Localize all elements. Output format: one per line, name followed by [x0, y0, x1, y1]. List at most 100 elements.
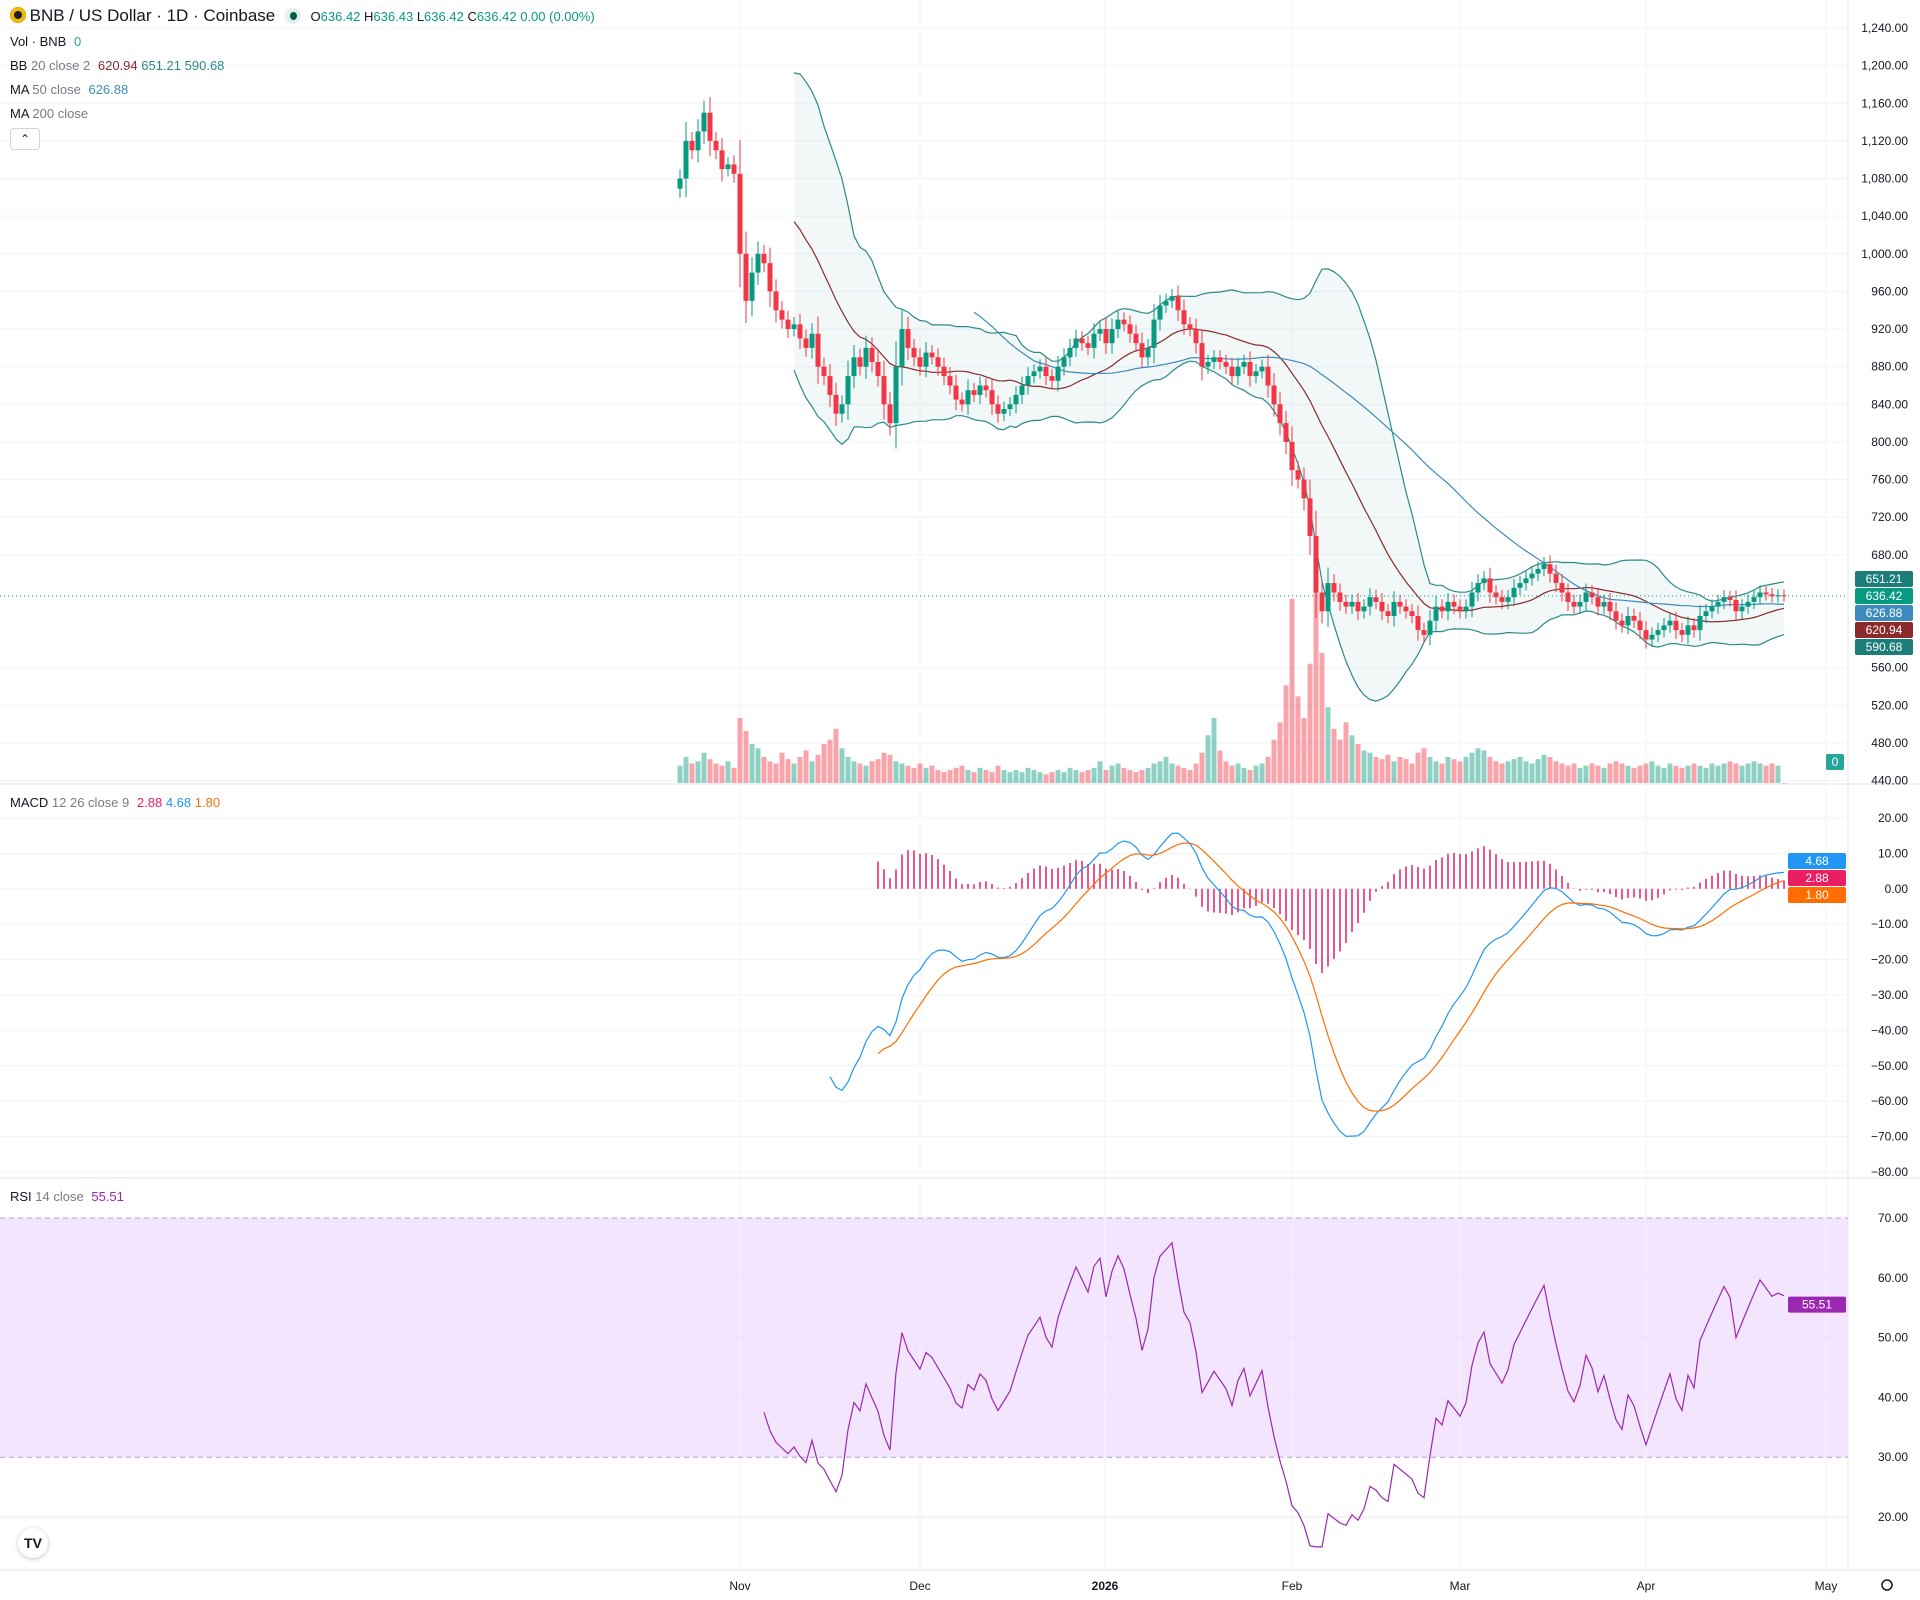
volume-bar [1367, 752, 1373, 783]
price-tick-label: 1,040.00 [1861, 209, 1908, 223]
close-value: 636.42 [476, 9, 517, 24]
volume-bar [1343, 722, 1349, 783]
candle-body [1223, 361, 1229, 367]
bb-lower-price-label-bg [1855, 639, 1913, 655]
volume-bar [1511, 759, 1517, 783]
collapse-legend-button[interactable]: ⌃ [10, 128, 40, 150]
candle-body [1193, 329, 1199, 344]
volume-bar [1709, 763, 1715, 783]
candle-body [1229, 366, 1235, 377]
candle-body [1151, 319, 1157, 348]
volume-bar [1007, 772, 1013, 783]
candle-body [1031, 371, 1037, 377]
volume-bar [1085, 770, 1091, 783]
volume-bar [1769, 763, 1775, 783]
hist-last-label: 2.88 [1805, 871, 1829, 885]
candle-body [743, 253, 749, 301]
volume-bar [1691, 763, 1697, 783]
chevron-up-icon: ⌃ [19, 132, 31, 146]
settings-gear-icon[interactable] [1881, 1579, 1893, 1591]
volume-bar [1235, 763, 1241, 783]
volume-bar [1559, 763, 1565, 783]
candle-body [1211, 357, 1217, 362]
candle-body [863, 347, 869, 367]
candle-body [1043, 366, 1049, 377]
price-tick-label: 920.00 [1871, 322, 1908, 336]
volume-bar [1373, 757, 1379, 783]
candle-body [755, 253, 761, 273]
volume-bar [1019, 772, 1025, 783]
price-tick-label: 720.00 [1871, 510, 1908, 524]
ma200-legend[interactable]: MA 200 close [10, 106, 89, 121]
candle-body [1271, 385, 1277, 405]
candle-body [911, 347, 917, 358]
macd-tick-label: 20.00 [1878, 811, 1908, 825]
ma50-legend[interactable]: MA 50 close 626.88 [10, 82, 129, 97]
volume-bar [1253, 765, 1259, 783]
candle-body [713, 140, 719, 151]
volume-bar [797, 757, 803, 783]
volume-bar [1781, 783, 1787, 784]
volume-bar [719, 765, 725, 783]
candle-body [1643, 630, 1649, 640]
macd-legend[interactable]: MACD 12 26 close 9 2.88 4.68 1.80 [10, 795, 221, 810]
symbol-title[interactable]: BNB / US Dollar · 1D · Coinbase [29, 6, 276, 25]
volume-bar [779, 752, 785, 783]
volume-bar [1757, 763, 1763, 783]
candle-body [1427, 620, 1433, 635]
candle-body [1199, 343, 1205, 367]
volume-bar [1535, 759, 1541, 783]
bb-legend[interactable]: BB 20 close 2 620.94 651.21 590.68 [10, 58, 225, 73]
price-tick-label: 760.00 [1871, 473, 1908, 487]
volume-bar [761, 757, 767, 783]
candle-body [1529, 573, 1535, 579]
candle-body [1259, 366, 1265, 372]
candle-body [1751, 597, 1757, 602]
candle-body [1583, 592, 1589, 602]
volume-bar [1223, 761, 1229, 783]
signal-last-label-bg [1788, 887, 1846, 903]
candle-body [881, 376, 887, 405]
candle-body [1715, 601, 1721, 607]
candle-body [1073, 338, 1079, 348]
vol-legend[interactable]: Vol · BNB 0 [10, 34, 82, 49]
candle-body [1757, 592, 1763, 598]
volume-bar [1037, 772, 1043, 783]
macd-tick-label: −70.00 [1871, 1130, 1908, 1144]
volume-bar [1337, 739, 1343, 783]
candle-body [965, 390, 971, 405]
candle-body [941, 366, 947, 377]
volume-bar [1313, 588, 1319, 783]
volume-bar [1325, 707, 1331, 783]
candle-body [1571, 601, 1577, 607]
volume-bar [1469, 752, 1475, 783]
candle-body [839, 404, 845, 414]
volume-bar [863, 765, 869, 783]
volume-bar [1307, 663, 1313, 783]
volume-bar [1577, 767, 1583, 783]
volume-bar [677, 765, 683, 783]
candle-body [1703, 611, 1709, 616]
price-tick-label: 1,240.00 [1861, 21, 1908, 35]
price-tick-label: 880.00 [1871, 360, 1908, 374]
volume-bar [851, 761, 857, 783]
volume-bar [833, 728, 839, 783]
candle-body [947, 376, 953, 386]
candle-body [797, 324, 803, 339]
candle-body [845, 376, 851, 405]
candle-body [1391, 601, 1397, 616]
x-tick-label: May [1815, 1579, 1838, 1593]
bb-basis-line [793, 221, 1785, 623]
volume-bar [1097, 761, 1103, 783]
candle-body [1439, 606, 1445, 612]
candle-body [1535, 568, 1541, 574]
candle-body [1451, 601, 1457, 607]
tradingview-logo[interactable]: TV [18, 1528, 48, 1558]
volume-bar [1355, 744, 1361, 783]
volume-bar [911, 767, 917, 783]
candle-body [1235, 366, 1241, 377]
volume-bar [1217, 750, 1223, 783]
rsi-line [763, 1241, 1785, 1548]
rsi-legend[interactable]: RSI 14 close 55.51 [10, 1189, 124, 1204]
